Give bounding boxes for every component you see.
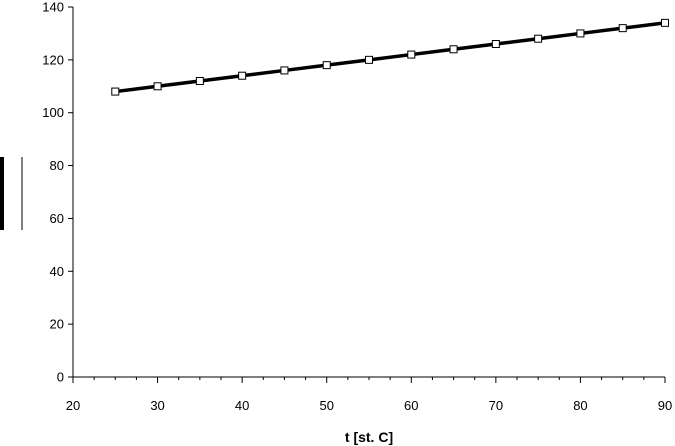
data-point-marker	[407, 50, 416, 59]
data-point-marker	[491, 40, 500, 48]
data-point-marker	[195, 77, 204, 85]
x-tick-label: 20	[66, 398, 80, 413]
data-point-marker	[111, 87, 120, 96]
x-tick-label: 70	[489, 398, 503, 413]
data-point-marker	[576, 29, 585, 38]
left-thick-bar	[0, 157, 4, 230]
series-group	[111, 18, 669, 96]
x-axis-title: t [st. C]	[345, 429, 393, 445]
x-tick-label: 90	[658, 398, 672, 413]
data-point-marker	[322, 61, 331, 70]
x-tick-label: 30	[150, 398, 164, 413]
data-point-marker	[449, 45, 458, 54]
data-point-marker	[661, 18, 669, 27]
y-tick-label: 40	[50, 264, 64, 279]
x-tick-group: 20 30 40 50 60 70 80 90	[66, 377, 672, 413]
y-tick-label: 140	[42, 0, 64, 15]
x-tick-label: 40	[235, 398, 249, 413]
data-point-marker	[153, 82, 162, 91]
data-point-marker	[534, 34, 543, 43]
data-point-marker	[618, 24, 627, 33]
data-point-marker	[238, 71, 247, 80]
y-tick-label: 120	[42, 52, 64, 67]
data-point-marker	[365, 55, 373, 64]
y-tick-label: 100	[42, 105, 64, 120]
x-tick-label: 80	[573, 398, 587, 413]
data-point-marker	[280, 66, 289, 75]
y-tick-label: 0	[57, 370, 64, 385]
x-tick-label: 60	[404, 398, 418, 413]
y-tick-label: 20	[50, 317, 64, 332]
x-tick-label: 50	[319, 398, 333, 413]
y-tick-group: 0 20 40 60 80 100 120 140	[42, 0, 73, 385]
y-tick-label: 60	[50, 211, 64, 226]
y-tick-label: 80	[50, 158, 64, 173]
series-line	[115, 21, 666, 94]
